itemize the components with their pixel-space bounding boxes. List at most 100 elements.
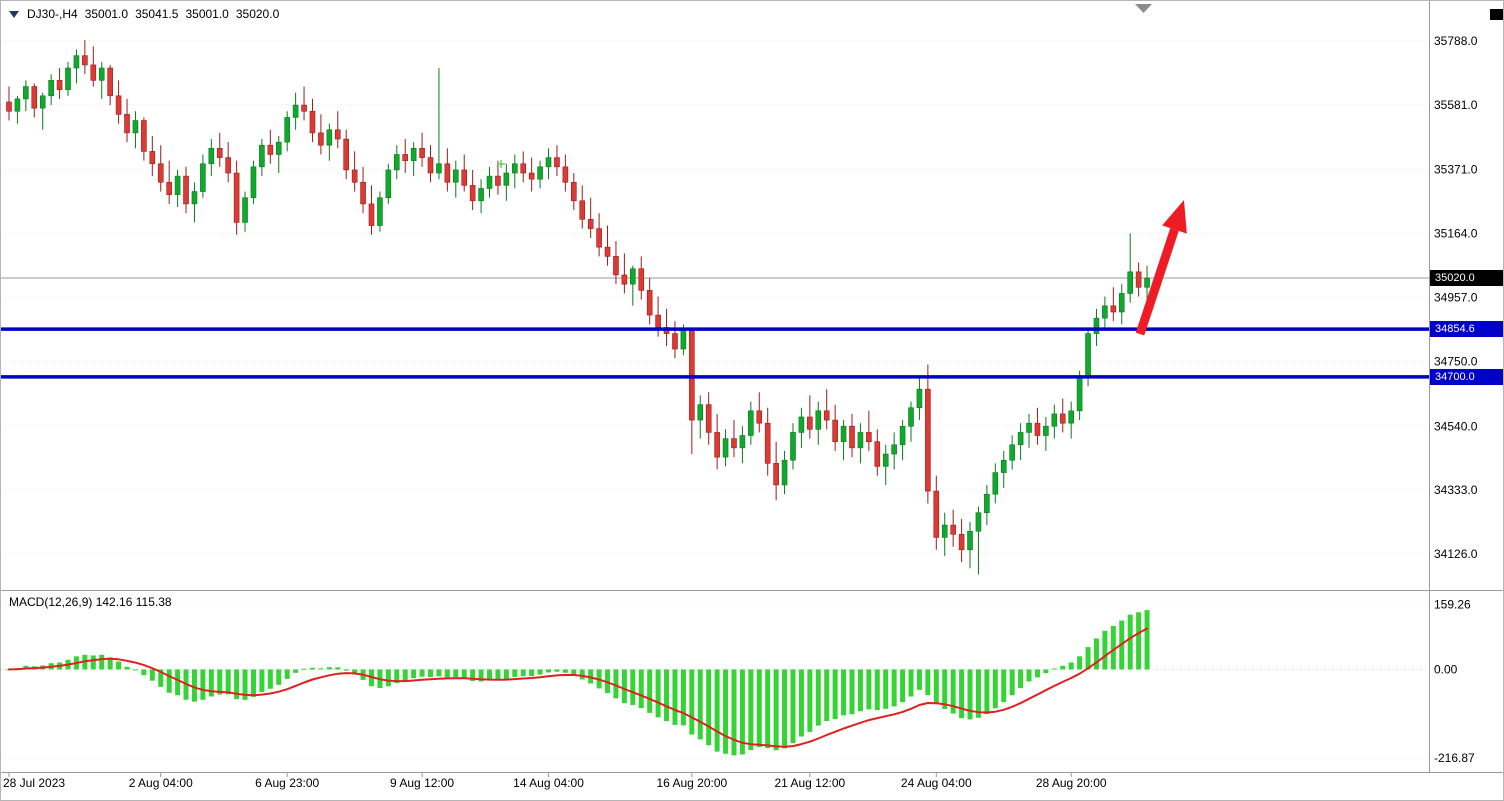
macd-bar [132, 669, 138, 671]
plus-marker[interactable] [497, 160, 505, 168]
time-axis[interactable] [1, 773, 1504, 801]
macd-bar [335, 667, 341, 670]
candle-body [975, 512, 982, 532]
macd-axis-labels: 159.26 0.00 -216.87 [1434, 597, 1475, 765]
candle-body [790, 432, 796, 461]
macd-bar [461, 669, 467, 679]
macd-bar [1034, 669, 1040, 678]
macd-bar [343, 669, 349, 671]
candle-body [259, 144, 265, 168]
candle-body [233, 172, 240, 223]
macd-bar [790, 669, 796, 744]
time-axis-labels: 28 Jul 2023 2 Aug 04:00 6 Aug 23:00 9 Aug 1… [3, 773, 1107, 790]
chart-shift-marker[interactable] [1135, 4, 1152, 13]
candle-body [950, 524, 956, 535]
candle-body [216, 148, 223, 158]
macd-bar [309, 667, 315, 670]
candle-body [722, 438, 729, 458]
candle-body [166, 181, 172, 195]
candle-body [596, 228, 602, 248]
candle-body [107, 67, 113, 97]
macd-bar [959, 669, 965, 719]
time-tick-label: 16 Aug 20:00 [656, 776, 727, 790]
candle-body [1085, 333, 1091, 378]
price-tick-label: 35581.0 [1434, 98, 1478, 112]
candle-body [672, 333, 678, 350]
macd-bar [90, 655, 96, 670]
price-tick-label: 35788.0 [1434, 34, 1478, 48]
macd-tick-label: 0.00 [1434, 662, 1458, 676]
candle-body [385, 169, 392, 199]
time-tick-label: 28 Jul 2023 [3, 776, 65, 790]
macd-bar [900, 669, 906, 703]
trend-arrow[interactable] [1135, 200, 1187, 336]
price-tick-label: 34957.0 [1434, 290, 1478, 304]
macd-bar [1144, 610, 1150, 670]
candle-body [200, 163, 206, 192]
candle-body [882, 453, 889, 467]
macd-bar [225, 669, 231, 695]
candle-body [511, 163, 518, 174]
candle-body [402, 154, 409, 161]
time-tick-label: 24 Aug 04:00 [901, 776, 972, 790]
candle-body [1144, 277, 1150, 288]
candle-body [764, 422, 771, 464]
candle-body [141, 120, 147, 152]
macd-bar [250, 669, 256, 697]
macd-bar [1018, 669, 1024, 689]
candle-body [1000, 459, 1007, 473]
macd-bar [613, 669, 619, 699]
macd-bar [933, 669, 939, 704]
macd-bar [276, 669, 282, 685]
hline-lower-badge: 34700.0 [1430, 368, 1503, 385]
candle-body [866, 432, 872, 442]
ohlc-low: 35001.0 [185, 7, 229, 21]
candle-body [14, 98, 21, 112]
candle-body [891, 444, 897, 455]
macd-bar [1136, 612, 1142, 670]
macd-bar [107, 657, 113, 670]
macd-bar [706, 669, 712, 746]
macd-bar [1110, 625, 1116, 670]
candle-body [393, 154, 400, 171]
macd-bar [419, 669, 425, 677]
macd-bar [798, 669, 804, 737]
macd-bar [234, 669, 240, 700]
macd-bar [284, 669, 290, 679]
candle-body [587, 219, 594, 229]
macd-bar [402, 669, 408, 682]
macd-bar [1001, 669, 1007, 703]
macd-bar [655, 669, 661, 718]
candle-body [275, 141, 282, 155]
macd-bar [1102, 630, 1108, 670]
macd-bar [942, 669, 948, 709]
candle-body [267, 144, 274, 155]
plot-area[interactable] [1, 1, 1429, 772]
candle-body [1127, 271, 1133, 294]
candle-body [419, 148, 425, 158]
ohlc-high: 35041.5 [135, 7, 179, 21]
candle-body [731, 438, 737, 449]
macd-bar [267, 669, 273, 689]
candle-body [124, 114, 130, 134]
macd-bar [680, 669, 686, 726]
macd-bar [411, 669, 417, 679]
macd-bar [773, 669, 779, 751]
price-tick-label: 34126.0 [1434, 547, 1478, 561]
candle-body [748, 410, 754, 436]
candle-body [410, 148, 417, 161]
candle-body [115, 95, 122, 115]
macd-bar [554, 669, 560, 672]
time-tick-label: 21 Aug 12:00 [774, 776, 845, 790]
candle-body [157, 163, 164, 183]
macd-bar [1077, 656, 1083, 670]
macd-bar [638, 669, 644, 709]
candle-body [82, 55, 88, 66]
macd-bar [141, 669, 147, 676]
candle-body [807, 416, 813, 430]
candle-body [613, 256, 619, 276]
price-axis[interactable] [1430, 1, 1504, 772]
candle-body [925, 388, 931, 492]
macd-bar [950, 669, 956, 714]
